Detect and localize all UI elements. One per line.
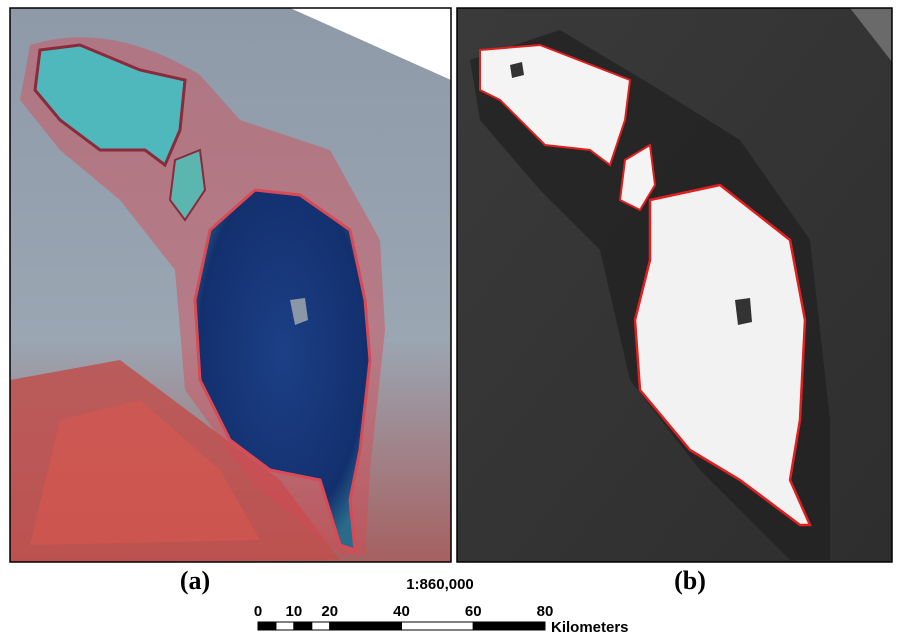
scale-tick-label: 10 <box>286 603 303 620</box>
scale-ratio: 1:860,000 <box>406 576 474 593</box>
page: (a) (b) 1:860,000 01020406080Kilometers … <box>0 0 901 636</box>
scale-segment <box>294 622 312 630</box>
panel-label: (a) <box>180 566 210 595</box>
scale-unit: Kilometers <box>551 619 629 636</box>
scale-segment <box>330 622 402 630</box>
scale-tick-label: 20 <box>321 603 338 620</box>
scale-segment <box>258 622 276 630</box>
scale-tick-label: 40 <box>393 603 410 620</box>
scale-tick-label: 0 <box>254 603 262 620</box>
scale-segment <box>276 622 294 630</box>
figure: (a) (b) 1:860,000 0 10 20 40 60 80Kilometers <box>0 0 901 636</box>
panel-b-image <box>457 8 892 562</box>
scale-tick-label: 80 <box>537 603 554 620</box>
panel-label: (b) <box>674 566 706 595</box>
scale-segment <box>312 622 330 630</box>
panel-a-image <box>10 8 451 562</box>
scale-tick-label: 60 <box>465 603 482 620</box>
scale-segment <box>402 622 474 630</box>
scale-segment <box>473 622 545 630</box>
